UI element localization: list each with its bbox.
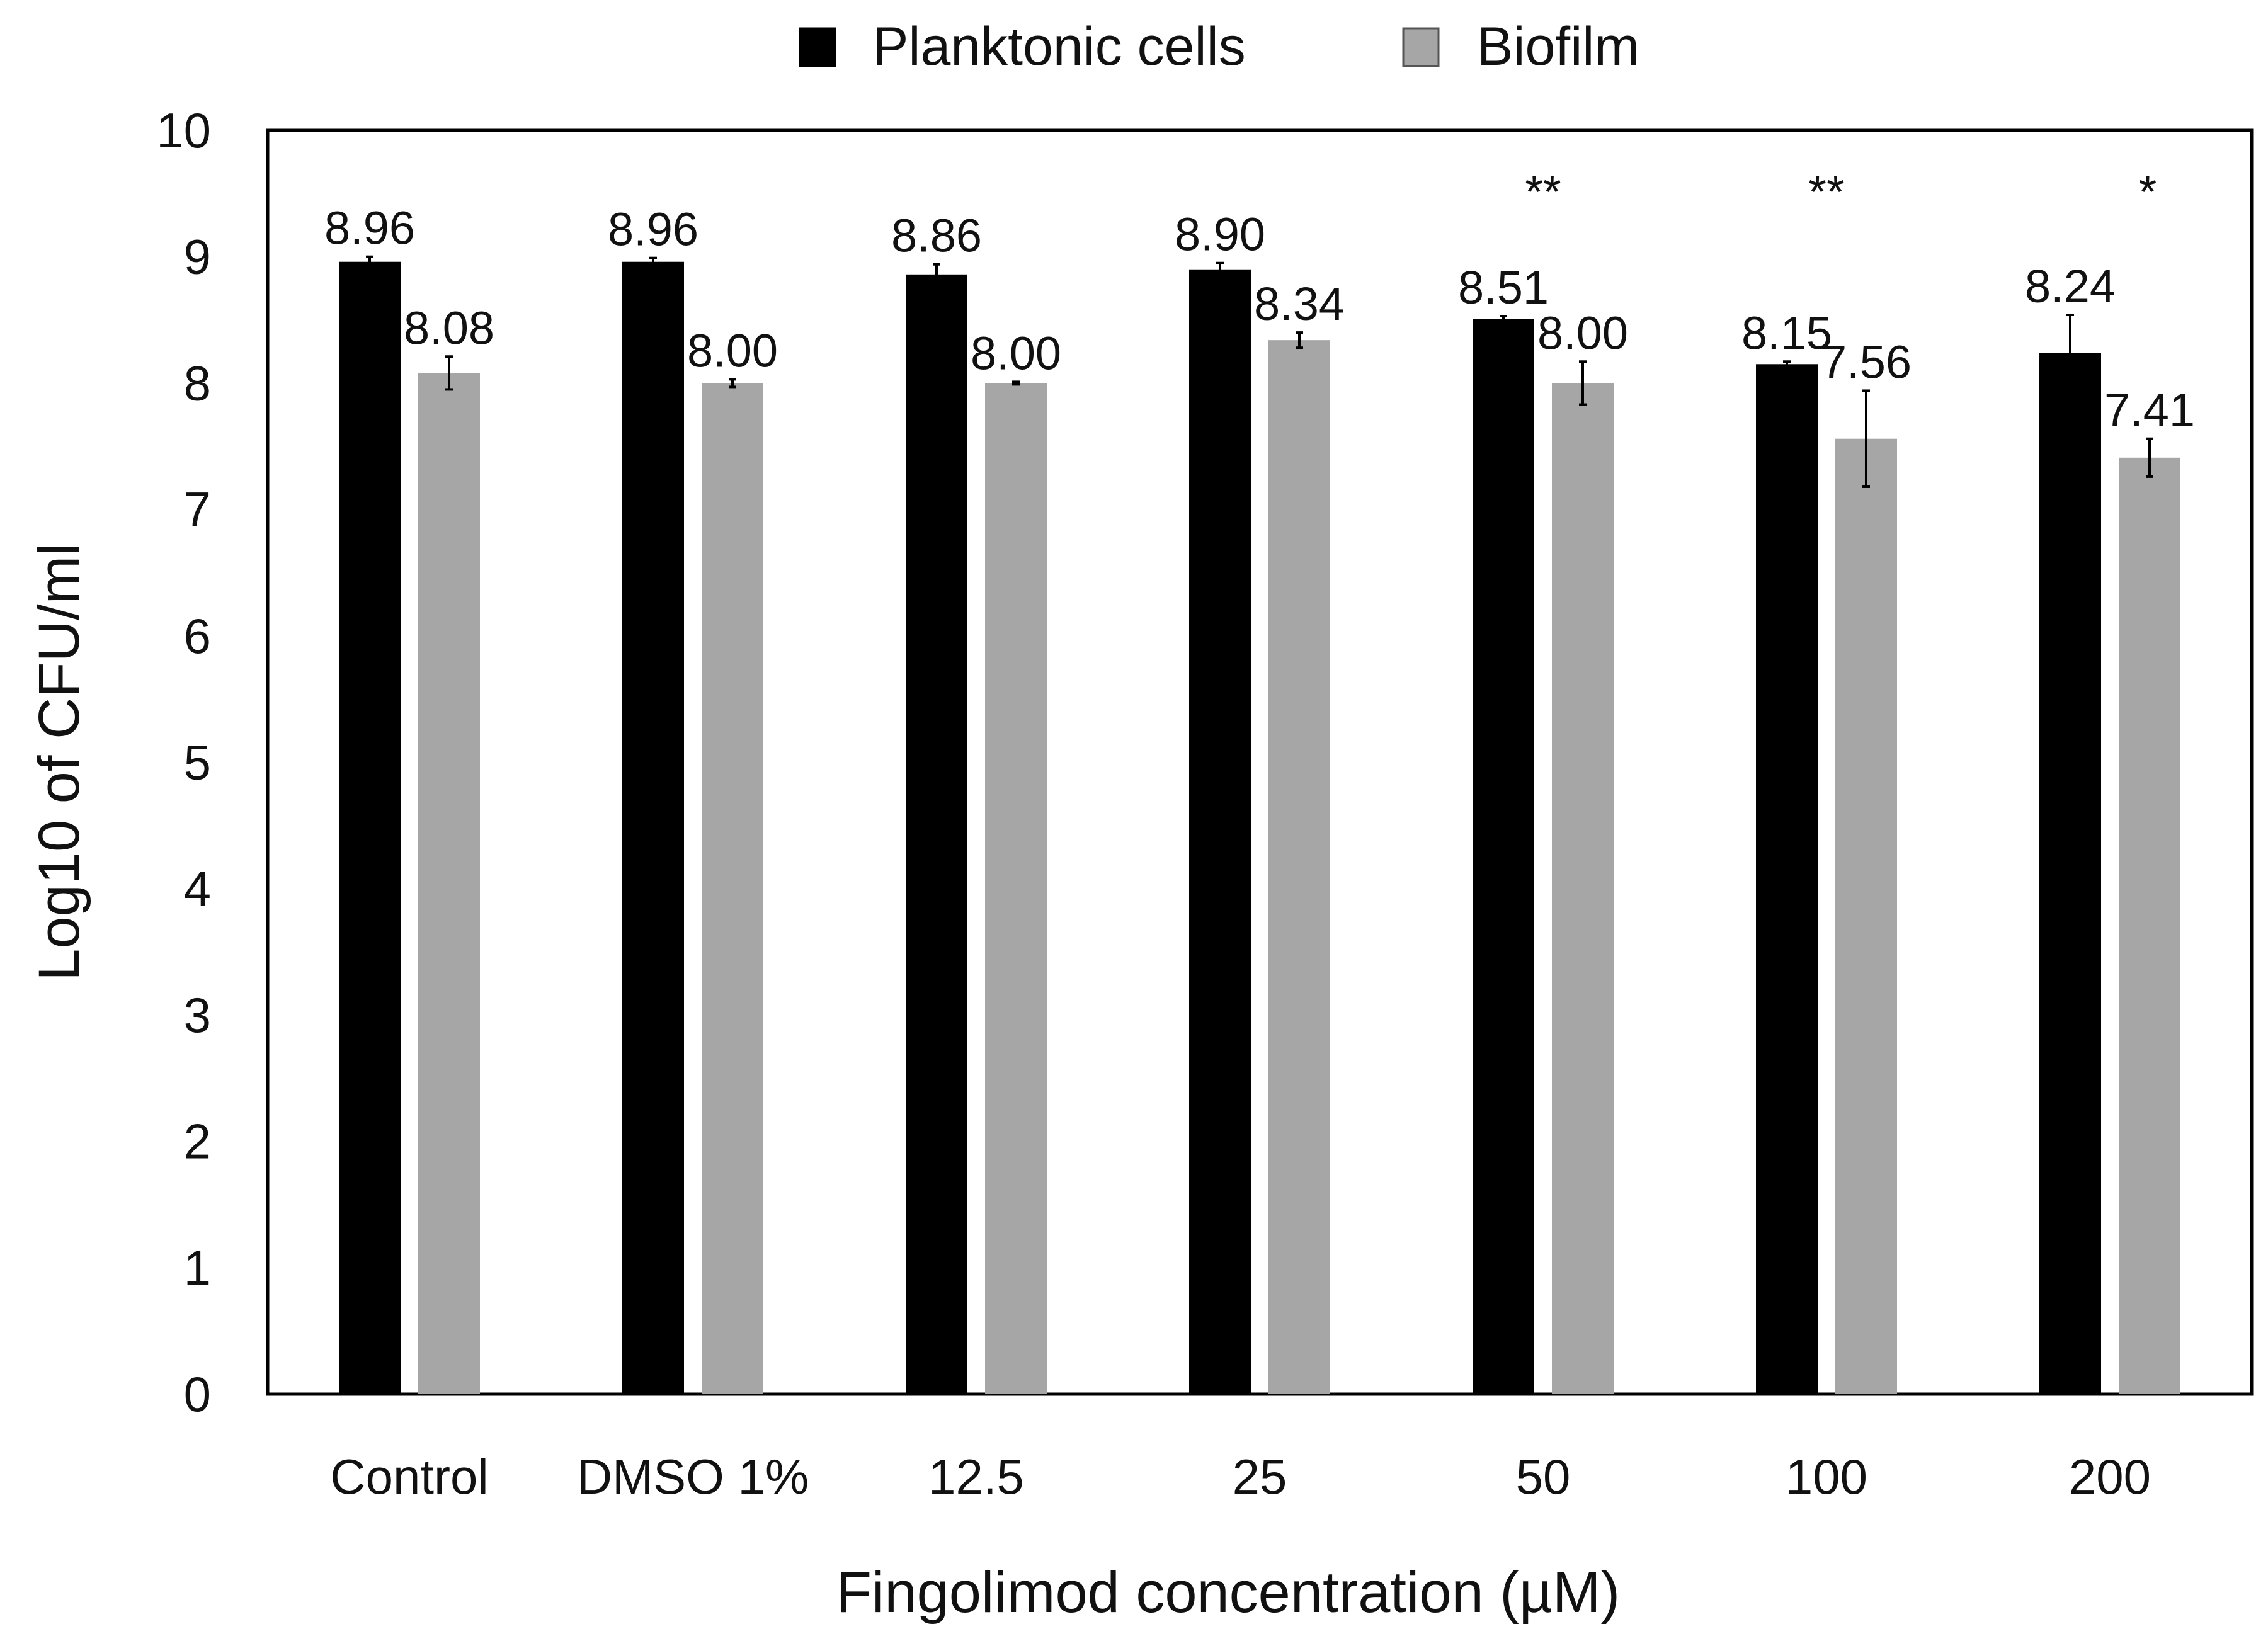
y-tick-label: 9	[184, 229, 211, 285]
bar-biofilm	[1268, 340, 1330, 1394]
legend-swatch-planktonic	[799, 27, 836, 67]
y-axis-ticks: 0 1 2 3 4 5 6 7 8 9 10	[156, 103, 211, 1422]
x-category-label: 50	[1516, 1449, 1571, 1504]
data-label: 8.08	[404, 302, 494, 354]
bar-planktonic	[1189, 269, 1251, 1394]
x-axis-category-labels: Control DMSO 1% 12.5 25 50 100 200	[330, 1449, 2151, 1504]
x-category-label: 100	[1786, 1449, 1867, 1504]
bar-biofilm	[418, 373, 480, 1394]
y-tick-label: 4	[184, 861, 211, 916]
data-label: 8.86	[891, 210, 982, 262]
plot-area-frame	[266, 128, 2254, 1396]
data-label: 8.00	[1537, 307, 1628, 359]
bar-planktonic	[1473, 319, 1534, 1395]
data-label: 8.96	[608, 203, 698, 256]
y-tick-label: 3	[184, 987, 211, 1043]
bar-biofilm	[2119, 457, 2180, 1394]
legend-swatch-biofilm	[1402, 27, 1440, 67]
x-category-label: 200	[2069, 1449, 2151, 1504]
significance-mark: **	[1525, 166, 1561, 218]
bar-planktonic	[906, 274, 967, 1395]
x-axis-title: Fingolimod concentration (µM)	[836, 1560, 1620, 1625]
data-label: 8.96	[324, 202, 415, 254]
data-label: 8.00	[971, 327, 1061, 379]
y-tick-label: 7	[184, 482, 211, 537]
legend-label-biofilm: Biofilm	[1477, 16, 1639, 77]
bar-planktonic	[2039, 353, 2101, 1395]
bar-planktonic	[1756, 364, 1818, 1395]
bar-biofilm	[1552, 383, 1614, 1394]
significance-mark: *	[2139, 166, 2157, 218]
x-category-label: DMSO 1%	[577, 1449, 809, 1504]
data-label: 7.56	[1821, 336, 1912, 388]
y-tick-label: 5	[184, 735, 211, 790]
bar-biofilm	[1835, 438, 1897, 1394]
y-tick-label: 0	[184, 1366, 211, 1422]
significance-marks: ** ** *	[1525, 166, 2157, 218]
error-bars	[366, 255, 2153, 488]
y-tick-label: 6	[184, 608, 211, 664]
legend: Planktonic cells Biofilm	[799, 16, 1639, 77]
y-tick-label: 8	[184, 355, 211, 411]
data-label: 8.34	[1254, 278, 1345, 330]
bar-biofilm	[985, 383, 1047, 1394]
bar-planktonic	[622, 261, 684, 1394]
bars	[339, 261, 2180, 1395]
data-label: 8.24	[2025, 260, 2116, 312]
data-label: 7.41	[2104, 384, 2195, 436]
bar-biofilm	[702, 383, 763, 1394]
data-labels: 8.968.088.968.008.868.008.908.34 8.518.00…	[324, 202, 2195, 436]
bar-planktonic	[339, 261, 401, 1394]
y-tick-label: 2	[184, 1114, 211, 1169]
legend-label-planktonic: Planktonic cells	[872, 16, 1246, 77]
data-label: 8.90	[1175, 208, 1265, 261]
x-category-label: Control	[330, 1449, 488, 1504]
x-category-label: 25	[1233, 1449, 1287, 1504]
significance-mark: **	[1808, 166, 1845, 218]
x-category-label: 12.5	[928, 1449, 1024, 1504]
data-label: 8.51	[1458, 261, 1549, 314]
y-tick-label: 10	[156, 103, 211, 158]
y-tick-label: 1	[184, 1240, 211, 1295]
y-axis-title: Log10 of CFU/ml	[27, 543, 91, 980]
data-label: 8.00	[687, 324, 778, 377]
data-label: 8.15	[1741, 307, 1832, 359]
